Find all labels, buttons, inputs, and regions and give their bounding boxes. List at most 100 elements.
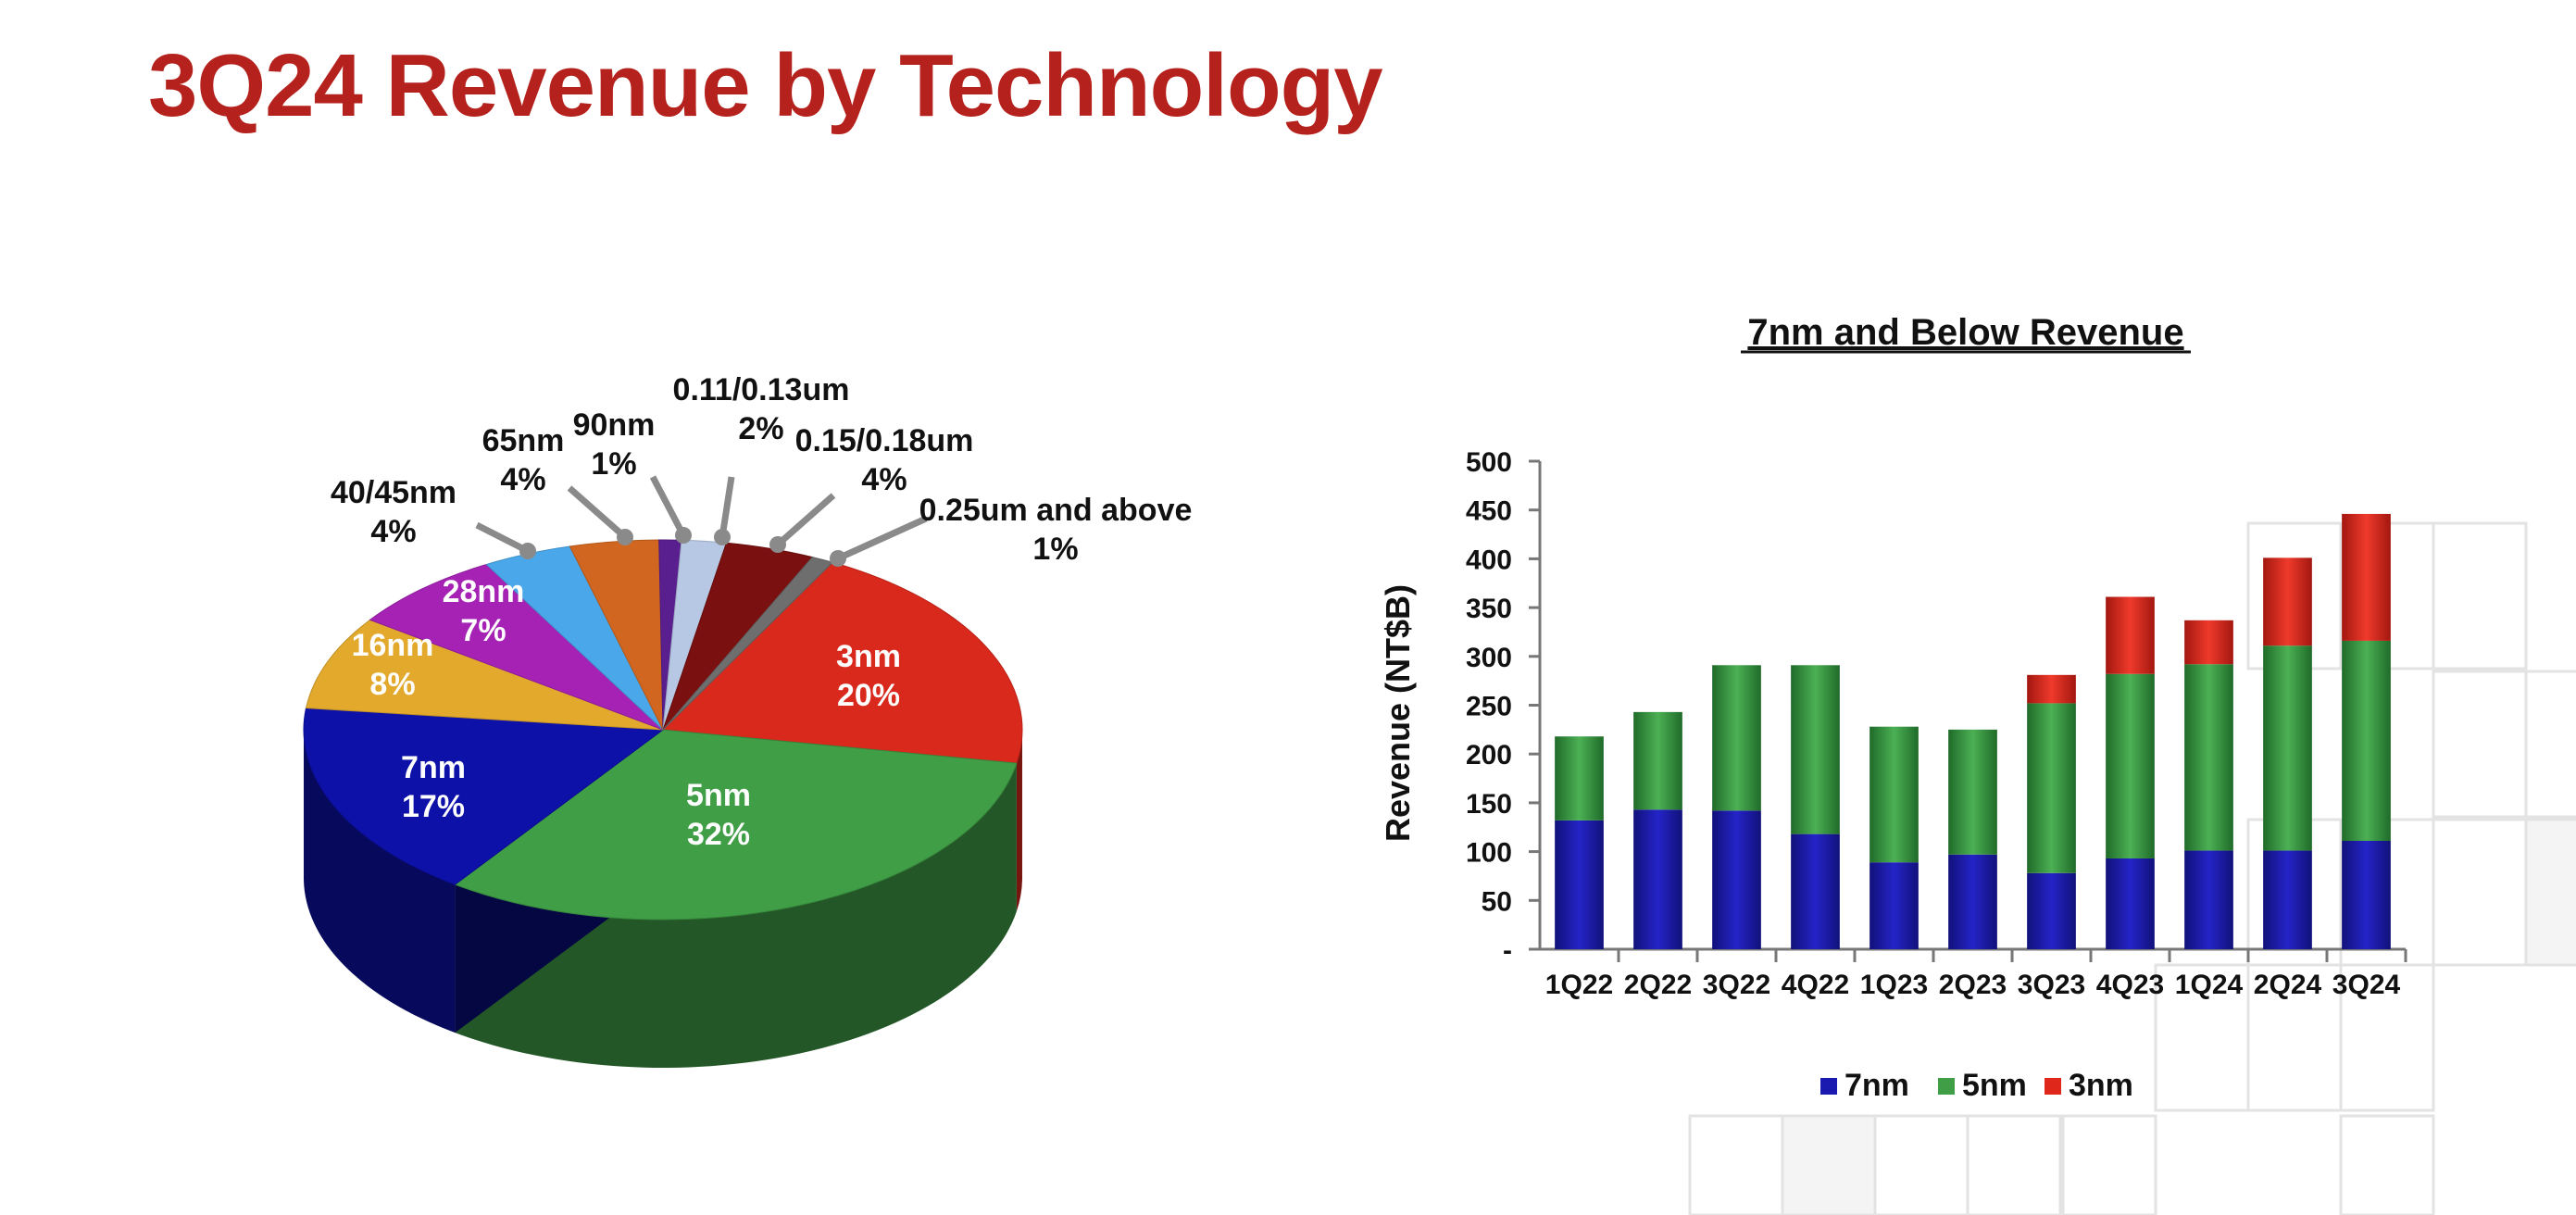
pie-labels: 3nm 20% 5nm 32% 7nm 17% 16nm 8% 28nm 7% 40/45nm 4% 6… [331, 372, 1192, 852]
pie-label-28nm: 28nm [443, 574, 525, 609]
bar-3nm-3q24 [2342, 513, 2391, 641]
bar-3nm-4q23 [2106, 596, 2155, 674]
pie-pct-0-15-0-18um: 4% [861, 462, 907, 497]
bar-5nm-4q23 [2106, 673, 2155, 858]
legend-swatch-3nm [2045, 1078, 2061, 1095]
bar-5nm-2q22 [1633, 711, 1682, 810]
background-tiles [1688, 521, 2576, 1215]
bar-7nm-4q23 [2106, 858, 2155, 949]
y-tick-label: 400 [1466, 545, 1512, 575]
y-tick-label: 250 [1466, 692, 1512, 722]
pie-leader-dot-0-25um-and-above [830, 550, 846, 567]
bar-5nm-1q23 [1869, 726, 1919, 863]
x-tick-label: 1Q22 [1545, 970, 1613, 1000]
y-tick-label: 450 [1466, 496, 1512, 527]
pie-side-7nm [304, 732, 456, 1033]
bar-chart-ylabel: Revenue (NT$B) [1379, 584, 1417, 842]
bar-7nm-1q24 [2184, 850, 2233, 949]
pie-pct-7nm: 17% [402, 789, 465, 824]
bar-7nm-4q22 [1791, 833, 1840, 949]
bar-3nm-2q24 [2263, 557, 2312, 646]
legend-swatch-5nm [1938, 1078, 1955, 1095]
pie-slice-28nm [369, 563, 664, 731]
bar-chart-title: 7nm and Below Revenue [1747, 312, 2183, 353]
pie-leader-65nm [567, 485, 628, 540]
x-tick-label: 4Q23 [2096, 970, 2164, 1000]
page-title: 3Q24 Revenue by Technology [148, 36, 1383, 135]
pie-label-7nm: 7nm [401, 750, 466, 785]
y-tick-label: 150 [1466, 789, 1512, 820]
pie-slice-7nm [303, 708, 665, 885]
bar-7nm-2q23 [1948, 854, 1997, 949]
legend-item-7nm: 7nm [1820, 1068, 1909, 1103]
bar-5nm-1q22 [1555, 736, 1604, 820]
bar-5nm-2q24 [2263, 645, 2312, 851]
y-tick-label: 200 [1466, 740, 1512, 770]
pie-slice-16nm [305, 619, 664, 731]
x-tick-label: 3Q22 [1703, 970, 1770, 1000]
pie-pct-0-11-0-13um: 2% [738, 411, 783, 446]
bar-3nm-1q24 [2184, 620, 2233, 665]
pie-pct-16nm: 8% [369, 667, 415, 702]
pie-leader-dot-0-15-0-18um [769, 536, 786, 553]
bar-7nm-3q24 [2342, 841, 2391, 949]
pie-pct-90nm: 1% [591, 446, 636, 482]
pie-pct-28nm: 7% [460, 613, 506, 648]
x-tick-label: 1Q24 [2175, 970, 2244, 1000]
pie-pct-65nm: 4% [500, 462, 545, 497]
legend-swatch-7nm [1820, 1078, 1837, 1095]
pie-pct-5nm: 32% [687, 817, 750, 852]
bar-7nm-1q22 [1555, 820, 1604, 949]
pie-label-5nm: 5nm [686, 778, 751, 813]
x-tick-label: 3Q24 [2332, 970, 2401, 1000]
pie-label-90nm: 90nm [573, 407, 656, 443]
y-tick-label: - [1503, 935, 1512, 966]
bar-7nm-2q22 [1633, 809, 1682, 949]
pie-slice-3nm [661, 561, 1023, 764]
pie-label-16nm: 16nm [352, 628, 434, 663]
bar-5nm-3q23 [2027, 703, 2076, 873]
pie-side-5nm [455, 763, 1017, 1068]
bar-7nm-1q23 [1869, 862, 1919, 949]
y-tick-label: 50 [1482, 886, 1512, 917]
pie-label-0-11-0-13um: 0.11/0.13um [673, 372, 850, 407]
pie-label-65nm: 65nm [482, 423, 565, 458]
legend-label-3nm: 3nm [2069, 1068, 2133, 1103]
x-tick-label: 3Q23 [2018, 970, 2085, 1000]
pie-leader-90nm [649, 475, 687, 537]
x-tick-label: 2Q22 [1624, 970, 1692, 1000]
y-tick-label: 100 [1466, 838, 1512, 869]
pie-slice-5nm [454, 729, 1018, 921]
legend-item-5nm: 5nm [1938, 1068, 2027, 1103]
pie-pct-40-45nm: 4% [370, 514, 416, 549]
pie-label-0-25um-and-above: 0.25um and above [919, 493, 1193, 528]
bar-5nm-3q22 [1712, 665, 1761, 811]
pie-leader-dot-40-45nm [519, 543, 536, 559]
pie-label-40-45nm: 40/45nm [331, 475, 456, 510]
x-tick-label: 2Q23 [1939, 970, 2007, 1000]
bar-7nm-3q22 [1712, 810, 1761, 949]
bar-5nm-3q24 [2342, 640, 2391, 842]
pie-leader-40-45nm [475, 521, 530, 555]
pie-leader-0-11-0-13um [719, 476, 735, 538]
x-tick-label: 2Q24 [2254, 970, 2322, 1000]
y-tick-label: 500 [1466, 447, 1512, 478]
bar-chart: 7nm and Below Revenue Revenue (NT$B) - 50 10… [1379, 312, 2407, 1103]
pie-leader-dot-0-11-0-13um [714, 529, 731, 545]
y-tick-label: 350 [1466, 594, 1512, 624]
pie-label-3nm: 3nm [836, 639, 901, 674]
pie-chart: 3nm 20% 5nm 32% 7nm 17% 16nm 8% 28nm 7% 40/45nm 4% 6… [303, 372, 1192, 1068]
pie-pct-3nm: 20% [837, 678, 900, 713]
pie-pct-0-25um-and-above: 1% [1032, 532, 1078, 567]
legend-item-3nm: 3nm [2045, 1068, 2133, 1103]
bar-5nm-1q24 [2184, 664, 2233, 851]
pie-top-faces [303, 539, 1023, 921]
x-tick-label: 4Q22 [1782, 970, 1849, 1000]
legend-label-5nm: 5nm [1962, 1068, 2027, 1103]
pie-leader-dot-90nm [675, 527, 692, 544]
y-tick-label: 300 [1466, 643, 1512, 673]
x-tick-label: 1Q23 [1860, 970, 1928, 1000]
legend-label-7nm: 7nm [1844, 1068, 1909, 1103]
bar-7nm-2q24 [2263, 850, 2312, 949]
bar-7nm-3q23 [2027, 872, 2076, 949]
